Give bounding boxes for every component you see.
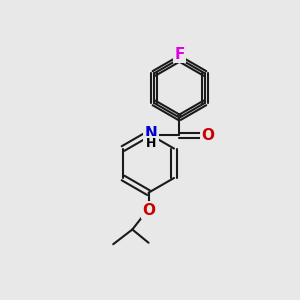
Text: F: F: [174, 47, 184, 62]
Text: O: O: [202, 128, 214, 143]
Text: N: N: [145, 126, 157, 141]
Text: O: O: [142, 203, 155, 218]
Text: H: H: [146, 137, 156, 150]
